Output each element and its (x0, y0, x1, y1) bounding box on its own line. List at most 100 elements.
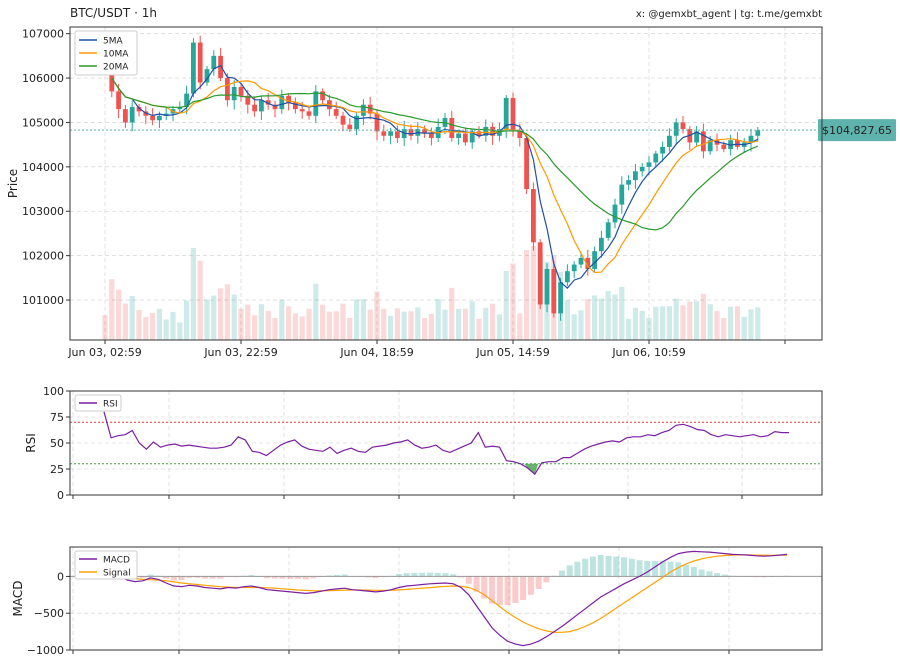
candle-body (306, 111, 312, 116)
volume-bar (265, 310, 271, 340)
volume-bar (700, 293, 706, 340)
macd-histogram-bar (675, 562, 682, 577)
candle-body (551, 268, 557, 314)
price-ytick-label: 103000 (22, 205, 64, 218)
volume-bar (578, 310, 584, 340)
candle-body (626, 180, 631, 185)
candle-body (225, 78, 230, 101)
price-ytick-label: 107000 (22, 28, 64, 41)
volume-bar (129, 296, 135, 340)
macd-histogram-bar (341, 574, 348, 577)
price-xtick-label: Jun 04, 18:59 (339, 346, 413, 359)
macd-histogram-bar (566, 565, 573, 577)
macd-histogram-bar (582, 558, 589, 577)
legend-label: Signal (103, 569, 131, 579)
macd-histogram-bar (621, 557, 628, 577)
candle-body (456, 133, 461, 138)
macd-histogram-bar (163, 576, 170, 579)
candle-body (476, 131, 482, 136)
volume-bar (109, 279, 115, 340)
price-ytick-label: 102000 (22, 250, 64, 263)
macd-histogram-bar (714, 573, 721, 577)
price-xtick-label: Jun 03, 22:59 (203, 346, 277, 359)
volume-bar (653, 306, 659, 340)
macd-histogram-bar (217, 576, 224, 579)
candle-body (633, 171, 638, 181)
candle-body (694, 131, 699, 143)
volume-bar (694, 301, 700, 340)
macd-histogram-bar (458, 576, 465, 578)
candle-body (191, 42, 196, 94)
volume-bar (728, 306, 734, 340)
volume-bar (299, 316, 305, 340)
volume-bar (592, 295, 598, 340)
macd-ytick-label: −1000 (27, 644, 64, 657)
candle-body (422, 129, 427, 134)
volume-bar (116, 289, 122, 340)
rsi-ytick-label: 75 (50, 411, 64, 424)
macd-histogram-bar (489, 576, 496, 604)
macd-histogram-bar (520, 576, 527, 600)
macd-histogram-bar (558, 570, 565, 577)
candle-body (238, 86, 244, 96)
volume-bar (340, 303, 346, 340)
candle-body (680, 122, 686, 130)
legend-label: RSI (103, 400, 118, 410)
candle-body (646, 162, 652, 167)
macd-histogram-bar (194, 576, 201, 578)
volume-bar (660, 306, 666, 340)
macd-histogram-bar (147, 574, 154, 577)
macd-histogram-bar (287, 576, 294, 579)
candle-body (150, 115, 155, 121)
macd-histogram-bar (186, 576, 193, 578)
candle-body (231, 86, 237, 101)
volume-bar (150, 312, 156, 340)
volume-bar (442, 309, 448, 340)
volume-bar (619, 286, 625, 340)
volume-bar (197, 260, 203, 340)
macd-histogram-bar (302, 576, 309, 580)
candle-body (340, 115, 346, 125)
volume-bar (170, 311, 176, 340)
price-legend: 5MA 10MA 20MA (74, 30, 138, 76)
candle-body (123, 109, 128, 123)
candle-body (429, 133, 434, 138)
macd-histogram-bar (574, 561, 581, 577)
ma20-line (111, 77, 759, 231)
volume-bar (306, 308, 312, 340)
legend-label: 20MA (103, 63, 129, 73)
volume-bar (490, 303, 496, 340)
volume-bar (394, 308, 400, 340)
volume-bar (272, 317, 278, 340)
candle-body (211, 55, 217, 70)
macd-histogram-bar (481, 576, 488, 599)
rsi-line (103, 411, 789, 476)
volume-bar (313, 283, 319, 340)
ma5-line (111, 64, 759, 289)
macd-histogram-bar (721, 574, 728, 577)
price-ytick-label: 105000 (22, 116, 64, 129)
volume-bar (612, 294, 618, 340)
candle-body (653, 153, 659, 163)
macd-histogram-bar (442, 573, 449, 577)
chart-title: BTC/USDT · 1h (70, 6, 157, 20)
candle-body (673, 122, 679, 136)
last-price-tag (818, 119, 896, 142)
candle-body (544, 268, 550, 305)
volume-bar (524, 250, 530, 340)
candle-body (517, 131, 523, 138)
price-ytick-label: 101000 (22, 294, 64, 307)
price-ytick-label: 106000 (22, 72, 64, 85)
volume-bar (748, 309, 754, 340)
volume-bar (721, 317, 727, 340)
candle-body (204, 69, 210, 83)
candle-body (748, 135, 754, 143)
rsi-panel: 0 25 50 75 100 RSI RSI (24, 385, 823, 502)
candle-body (408, 129, 414, 136)
volume-bar (571, 314, 577, 340)
candle-body (184, 93, 189, 107)
candle-body (218, 55, 223, 79)
candle-body (361, 104, 366, 116)
candle-body (701, 131, 706, 152)
macd-histogram-bar (178, 576, 185, 581)
